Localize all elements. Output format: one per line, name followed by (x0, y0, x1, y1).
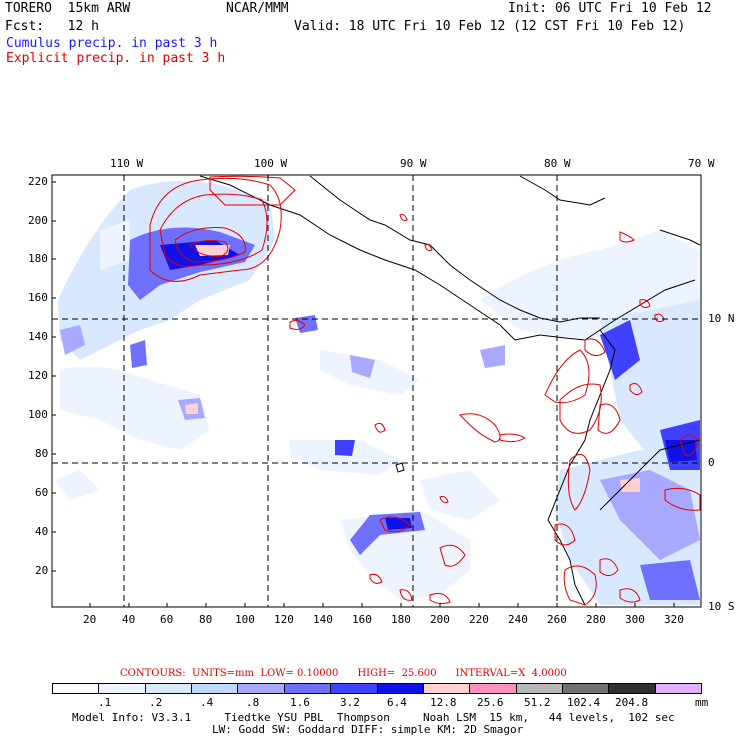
legend-value: 102.4 (567, 696, 601, 709)
x-tick-label: 200 (430, 613, 450, 626)
y-tick-label: 100 (28, 408, 48, 421)
model-name: TORERO 15km ARW (5, 1, 131, 16)
legend-value: 51.2 (524, 696, 551, 709)
legend-swatch (284, 684, 332, 693)
legend-swatch (562, 684, 610, 693)
org-label: NCAR/MMM (226, 1, 289, 16)
y-tick-label: 160 (28, 291, 48, 304)
precip-shading (55, 181, 700, 605)
axis-ticks (52, 181, 675, 607)
x-tick-label: 160 (352, 613, 372, 626)
forecast-hour: Fcst: 12 h (5, 19, 99, 34)
y-tick-label: 140 (28, 330, 48, 343)
x-tick-label: 240 (508, 613, 528, 626)
lat-label-10n: 10 N (708, 312, 735, 325)
legend-swatch (192, 684, 239, 693)
x-tick-label: 260 (547, 613, 567, 626)
x-tick-label: 120 (274, 613, 294, 626)
legend-value: 1.6 (290, 696, 310, 709)
y-tick-label: 20 (35, 564, 49, 577)
x-tick-label: 80 (199, 613, 213, 626)
lon-label-100w: 100 W (254, 157, 288, 170)
legend-value: 12.8 (430, 696, 457, 709)
graticule (52, 175, 701, 607)
field-label-explicit: Explicit precip. in past 3 h (6, 51, 226, 66)
x-tick-label: 280 (586, 613, 606, 626)
lat-label-10s: 10 S (708, 600, 735, 613)
x-tick-label: 20 (83, 613, 97, 626)
y-tick-label: 180 (28, 252, 48, 265)
x-tick-label: 300 (625, 613, 645, 626)
map-frame (51, 174, 702, 608)
legend-value: .2 (149, 696, 163, 709)
legend-swatch (145, 684, 193, 693)
x-tick-label: 140 (313, 613, 333, 626)
x-tick-label: 40 (122, 613, 136, 626)
model-info-line2: LW: Godd SW: Goddard DIFF: simple KM: 2D… (212, 723, 524, 736)
x-tick-label: 100 (235, 613, 255, 626)
lon-label-90w: 90 W (400, 157, 427, 170)
legend-value: 25.6 (477, 696, 504, 709)
legend-value: .8 (246, 696, 260, 709)
legend-swatch (609, 684, 656, 693)
legend-value: 6.4 (387, 696, 407, 709)
lon-label-110w: 110 W (110, 157, 144, 170)
y-tick-label: 120 (28, 369, 48, 382)
y-tick-label: 40 (35, 525, 49, 538)
x-tick-label: 320 (664, 613, 684, 626)
legend-value: 204.8 (615, 696, 649, 709)
init-time: Init: 06 UTC Fri 10 Feb 12 (508, 1, 712, 16)
contour-info: CONTOURS: UNITS=mm LOW= 0.10000 HIGH= 25… (120, 668, 567, 679)
lat-label-0: 0 (708, 456, 715, 469)
legend-swatch (53, 684, 100, 693)
legend-swatch (331, 684, 378, 693)
x-tick-label: 180 (391, 613, 411, 626)
legend-value: .1 (98, 696, 112, 709)
legend-value: .4 (200, 696, 214, 709)
lon-label-80w: 80 W (544, 157, 571, 170)
y-tick-label: 220 (28, 175, 48, 188)
coastlines (199, 175, 701, 606)
legend-unit: mm (695, 696, 709, 709)
legend-swatch (470, 684, 517, 693)
legend-value: 3.2 (340, 696, 360, 709)
legend-swatch (377, 684, 424, 693)
explicit-precip-contours (149, 175, 701, 606)
y-tick-label: 200 (28, 214, 48, 227)
lon-label-70w: 70 W (688, 157, 715, 170)
model-info-line1: Model Info: V3.3.1 Tiedtke YSU PBL Thomp… (72, 711, 675, 724)
y-tick-label: 60 (35, 486, 49, 499)
valid-time: Valid: 18 UTC Fri 10 Feb 12 (12 CST Fri … (294, 19, 686, 34)
legend-swatch (423, 684, 471, 693)
legend-swatch (655, 684, 702, 693)
precip-color-legend (52, 683, 702, 694)
legend-swatch (238, 684, 285, 693)
x-tick-label: 220 (469, 613, 489, 626)
x-tick-label: 60 (160, 613, 174, 626)
legend-swatch (516, 684, 563, 693)
field-label-cumulus: Cumulus precip. in past 3 h (6, 36, 218, 51)
legend-swatch (99, 684, 146, 693)
y-tick-label: 80 (35, 447, 49, 460)
